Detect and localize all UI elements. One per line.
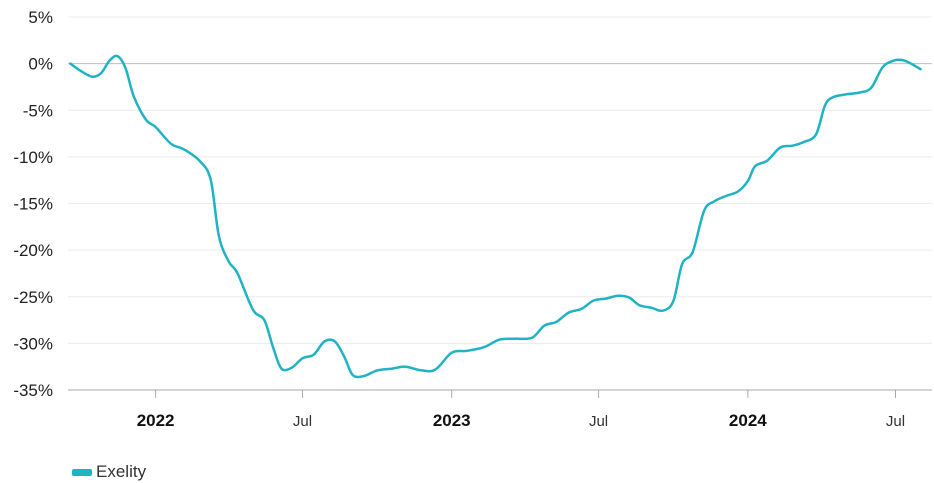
x-tick-label: Jul [589, 413, 608, 430]
y-tick-label: -20% [13, 241, 53, 260]
y-tick-label: 0% [28, 55, 53, 74]
legend: Exelity [72, 462, 146, 482]
y-tick-label: -25% [13, 288, 53, 307]
y-tick-label: -30% [13, 334, 53, 353]
y-axis-ticks: 5% 0% -5% -10% -15% -20% -25% -30% -35% [13, 8, 53, 400]
x-axis: 2022 Jul 2023 Jul 2024 Jul [137, 390, 905, 430]
y-tick-label: -5% [23, 101, 53, 120]
x-tick-label: 2022 [137, 411, 175, 430]
y-tick-label: -10% [13, 148, 53, 167]
y-tick-label: 5% [28, 8, 53, 27]
series-layer [69, 54, 922, 379]
legend-swatch [72, 468, 92, 476]
x-tick-label: Jul [293, 413, 312, 430]
series-line-exelity [69, 54, 922, 379]
grid-lines [68, 16, 932, 391]
y-tick-label: -35% [13, 381, 53, 400]
x-tick-label: 2024 [729, 411, 767, 430]
y-tick-label: -15% [13, 195, 53, 214]
x-tick-label: Jul [886, 413, 905, 430]
legend-label: Exelity [96, 462, 147, 481]
x-tick-label: 2023 [433, 411, 471, 430]
